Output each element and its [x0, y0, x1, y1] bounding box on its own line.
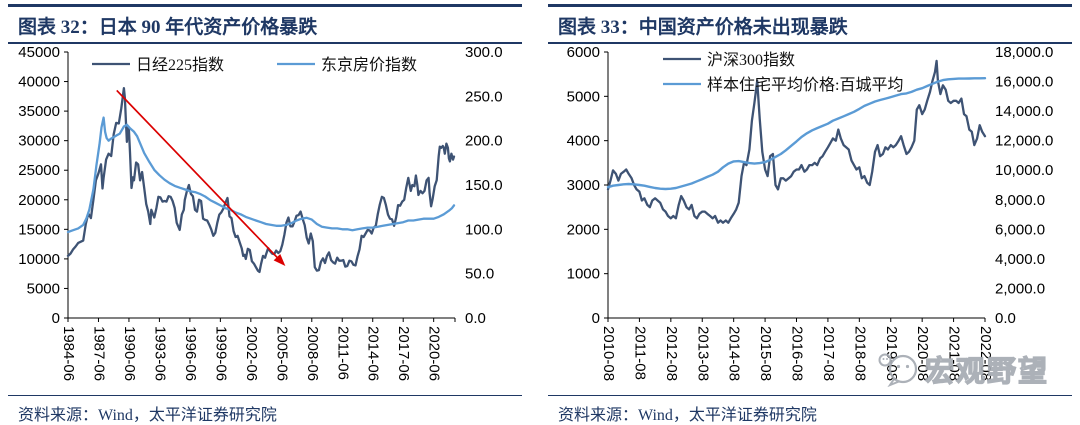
x-axis-tick-label: 2019-08: [883, 326, 900, 381]
china-asset-price-chart: 6000 5000 4000 3000 2000 1000 0 18,000.0 16,000.…: [567, 44, 1054, 381]
crash-arrow-line: [116, 89, 282, 263]
right-axis-tick-label: 8,000.0: [995, 192, 1045, 209]
right-axis-tick-label: 14,000.0: [995, 103, 1053, 120]
left-axis-tick-label: 5000: [567, 88, 600, 105]
x-axis-tick-label: 1993-06: [151, 326, 168, 381]
left-axis-tick-label: 0: [52, 310, 60, 327]
x-axis-tick-label: 2020-06: [426, 326, 443, 381]
right-axis-tick-label: 0.0: [465, 310, 486, 327]
left-axis-tick-label: 40000: [18, 74, 60, 91]
left-axis-tick-label: 3000: [567, 177, 600, 194]
x-axis-tick-label: 2002-06: [243, 326, 260, 381]
figure-33-title: 图表 33：中国资产价格未出现暴跌: [548, 7, 1072, 44]
figure-32-source: 资料来源：Wind，太平洋证券研究院: [8, 395, 522, 425]
x-axis-tick-label: 2017-08: [820, 326, 837, 381]
left-axis-tick-label: 25000: [18, 162, 60, 179]
x-axis-tick-label: 2016-08: [789, 326, 806, 381]
right-axis-tick-label: 250.0: [465, 88, 503, 105]
figure-33-source: 资料来源：Wind，太平洋证券研究院: [548, 395, 1072, 425]
x-axis-tick-label: 2013-08: [694, 326, 711, 381]
figure-32-title: 图表 32：日本 90 年代资产价格暴跌: [8, 7, 522, 44]
right-axis-tick-label: 6,000.0: [995, 221, 1045, 238]
x-axis-tick-label: 2020-08: [914, 326, 931, 381]
panel-top-rule: [548, 4, 1072, 7]
right-axis-tick-label: 50.0: [465, 266, 494, 283]
left-axis-tick-label: 35000: [18, 103, 60, 120]
right-axis-tick-label: 300.0: [465, 44, 503, 61]
figure-32-japan-panel: 图表 32：日本 90 年代资产价格暴跌 45000 40000 35000 3000…: [8, 4, 522, 425]
panel-top-rule: [8, 4, 522, 7]
x-axis-tick-label: 1996-06: [182, 326, 199, 381]
left-axis-tick-label: 2000: [567, 221, 600, 238]
x-axis-tick-label: 2018-08: [851, 326, 868, 381]
x-axis-tick-label: 2014-08: [726, 326, 743, 381]
x-axis-tick-label: 2021-08: [946, 326, 963, 381]
left-axis-tick-label: 30000: [18, 133, 60, 150]
left-axis-tick-label: 10000: [18, 251, 60, 268]
left-axis-tick-label: 4000: [567, 133, 600, 150]
series-line-1: [606, 77, 987, 191]
right-axis-tick-label: 100.0: [465, 221, 503, 238]
left-axis-tick-label: 6000: [567, 44, 600, 61]
series-line-0: [66, 86, 456, 274]
left-axis-tick-label: 20000: [18, 192, 60, 209]
right-axis-tick-label: 10,000.0: [995, 162, 1053, 179]
figure-33-china-panel: 图表 33：中国资产价格未出现暴跌 6000 5000 4000 3000 2000 10…: [548, 4, 1072, 425]
x-axis-tick-label: 2012-08: [663, 326, 680, 381]
right-axis-tick-label: 18,000.0: [995, 44, 1053, 61]
legend-label-0: 日经225指数: [136, 56, 224, 74]
x-axis-tick-label: 2017-06: [395, 326, 412, 381]
x-axis-tick-label: 2015-08: [757, 326, 774, 381]
x-axis-tick-label: 1984-06: [60, 326, 77, 381]
legend-label-1: 东京房价指数: [321, 56, 417, 74]
x-axis-tick-label: 2011-08: [631, 326, 648, 380]
right-axis-tick-label: 150.0: [465, 177, 503, 194]
left-axis-tick-label: 45000: [18, 44, 60, 61]
right-axis-tick-label: 12,000.0: [995, 133, 1053, 150]
crash-arrow-head: [273, 254, 286, 266]
x-axis-tick-label: 2010-08: [600, 326, 617, 381]
left-axis-tick-label: 5000: [27, 280, 60, 297]
x-axis-tick-label: 1987-06: [90, 326, 107, 381]
legend-label-1: 样本住宅平均价格:百城平均: [707, 76, 903, 94]
x-axis-tick-label: 1999-06: [212, 326, 229, 381]
right-axis-tick-label: 16,000.0: [995, 74, 1053, 91]
right-axis-tick-label: 200.0: [465, 133, 503, 150]
right-axis-tick-label: 2,000.0: [995, 280, 1045, 297]
x-axis-tick-label: 2014-06: [365, 326, 382, 381]
left-axis-tick-label: 1000: [567, 266, 600, 283]
series-line-0: [606, 59, 987, 224]
series-line-1: [66, 116, 456, 234]
left-axis-tick-label: 15000: [18, 221, 60, 238]
right-axis-tick-label: 4,000.0: [995, 251, 1045, 268]
x-axis-tick-label: 1990-06: [121, 326, 138, 381]
legend-label-0: 沪深300指数: [707, 51, 795, 69]
right-axis-tick-label: 0.0: [995, 310, 1016, 327]
x-axis-tick-label: 2011-06: [334, 326, 351, 380]
x-axis-tick-label: 2005-06: [273, 326, 290, 381]
x-axis-tick-label: 2022-08: [977, 326, 994, 381]
x-axis-tick-label: 2008-06: [304, 326, 321, 381]
left-axis-tick-label: 0: [592, 310, 600, 327]
japan-asset-price-chart: 45000 40000 35000 30000 25000 20000 15000 10000…: [18, 44, 503, 381]
